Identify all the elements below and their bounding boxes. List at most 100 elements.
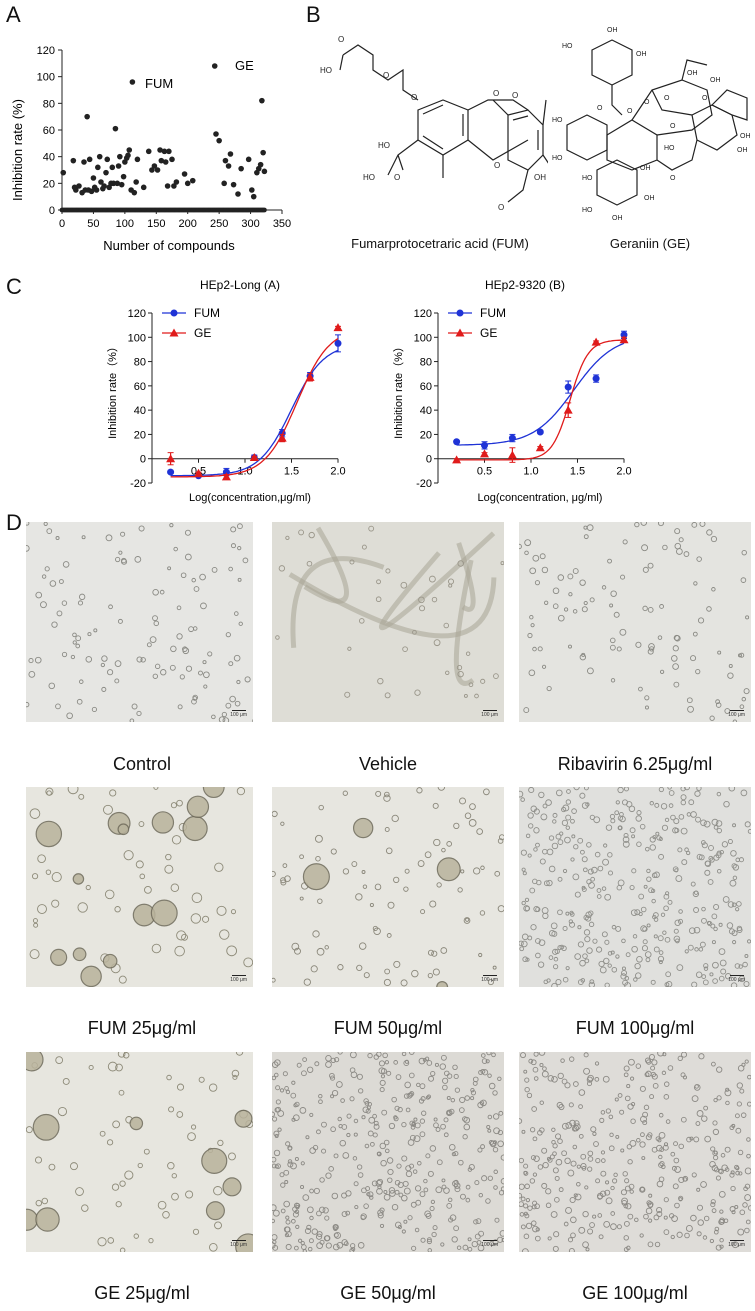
cell — [696, 556, 702, 562]
cell — [654, 1241, 661, 1248]
cell — [294, 947, 301, 955]
micrograph-ge-50-g-ml: 100 μm — [272, 1052, 504, 1252]
cell — [728, 664, 733, 668]
cell — [676, 548, 683, 555]
cell — [715, 820, 723, 827]
fum-marker — [481, 441, 488, 449]
data-point — [257, 161, 264, 168]
y-tick-label: 120 — [128, 308, 146, 320]
cell — [639, 1186, 646, 1193]
data-point — [114, 180, 121, 187]
cell — [443, 1117, 449, 1123]
cell — [459, 1107, 465, 1113]
cell — [373, 1054, 379, 1060]
fum-marker — [620, 331, 628, 339]
cell — [498, 834, 504, 841]
cell — [308, 1238, 314, 1244]
cell — [101, 655, 108, 662]
cell — [448, 1217, 454, 1223]
cell — [372, 1113, 377, 1119]
ge-atom: HO — [582, 207, 593, 214]
cell — [386, 933, 392, 938]
cell — [387, 1168, 394, 1176]
scale-bar: 100 μm — [481, 975, 498, 983]
cell — [432, 968, 440, 976]
cell — [485, 1198, 491, 1204]
cell — [709, 715, 715, 721]
cell — [711, 1208, 717, 1214]
cell — [673, 818, 680, 825]
cell — [724, 1089, 732, 1097]
cell — [31, 873, 39, 880]
cell — [553, 1231, 560, 1238]
cell — [77, 902, 88, 913]
cell — [590, 876, 596, 882]
cell — [674, 938, 680, 944]
cell — [364, 1143, 370, 1149]
cell — [598, 960, 605, 968]
cell — [214, 1221, 222, 1230]
cell — [315, 856, 321, 862]
cell — [405, 1165, 412, 1172]
cell — [404, 868, 410, 874]
cell — [368, 525, 375, 532]
cell — [553, 956, 559, 962]
cell — [272, 977, 276, 983]
cell — [691, 522, 698, 528]
cell — [551, 1076, 558, 1083]
cell — [492, 1140, 497, 1145]
cell — [735, 907, 740, 912]
cell — [529, 1127, 536, 1133]
cell — [690, 881, 696, 887]
cell — [62, 1077, 70, 1085]
cell — [675, 875, 683, 882]
cell — [672, 827, 679, 834]
cell — [520, 940, 528, 948]
cell — [70, 654, 76, 660]
cell — [324, 1215, 330, 1221]
cell — [607, 558, 612, 564]
cell — [315, 834, 323, 843]
cell — [316, 1210, 322, 1217]
cell — [703, 966, 709, 971]
cell — [604, 982, 610, 987]
cell — [401, 1052, 407, 1057]
cell — [293, 1103, 298, 1108]
cell — [120, 531, 126, 537]
cell — [741, 696, 747, 702]
cell — [700, 1181, 707, 1188]
cell — [621, 938, 626, 944]
cell — [522, 871, 527, 876]
cell — [727, 839, 733, 845]
cell — [694, 947, 699, 952]
cell — [568, 592, 573, 597]
cell — [451, 1236, 458, 1243]
cell — [527, 853, 532, 858]
cell — [589, 979, 595, 985]
cell — [552, 603, 559, 609]
cell — [58, 579, 64, 584]
cell — [532, 1172, 538, 1177]
cell — [306, 1206, 314, 1214]
cell — [285, 1219, 291, 1225]
cell — [377, 677, 384, 685]
cell — [523, 707, 530, 714]
cell — [360, 1213, 367, 1220]
cell — [176, 930, 187, 941]
cell — [648, 887, 654, 894]
cell — [699, 522, 706, 527]
ge-marker — [563, 405, 573, 414]
micrograph-cells — [519, 787, 751, 987]
cell — [544, 600, 549, 605]
cell — [199, 573, 206, 581]
cell — [170, 645, 177, 653]
cell — [533, 808, 540, 815]
cell — [601, 931, 608, 938]
cell — [662, 930, 667, 935]
cell — [552, 812, 558, 818]
cell — [479, 1100, 485, 1106]
ge-atom: O — [670, 175, 676, 182]
cell — [440, 947, 448, 954]
cell — [570, 818, 575, 824]
cell — [357, 1088, 364, 1094]
